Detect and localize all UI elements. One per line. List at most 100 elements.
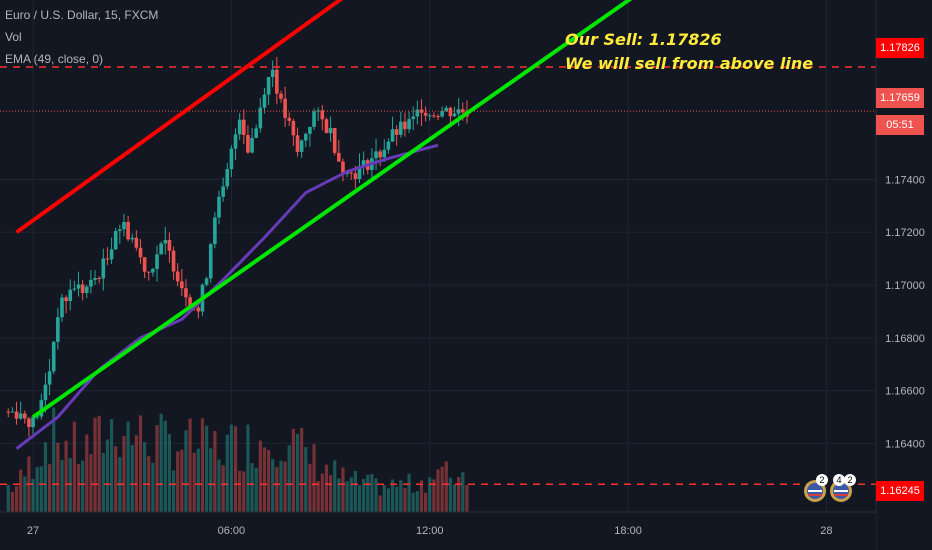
candle-body-3 [18,413,23,419]
legend-symbol[interactable]: Euro / U.S. Dollar, 15, FXCM [5,8,159,22]
y-tick-label-1: 1.16600 [885,386,925,398]
event-flag-icon-1[interactable]: 2 [804,474,828,502]
volume-bar-25 [109,419,114,512]
sell-price-label: 1.17826 [876,38,924,58]
volume-bar-70 [295,433,300,512]
volume-bar-97 [407,473,411,512]
candle-body-44 [188,297,192,306]
countdown-label: 05:51 [876,115,924,135]
volume-bar-24 [105,439,110,512]
volume-bar-79 [333,460,337,512]
candle-body-28 [122,221,126,230]
candle-body-74 [312,111,316,127]
volume-bar-83 [349,477,353,512]
volume-bar-87 [366,474,370,512]
event-count-1: 2 [819,475,824,485]
volume-bar-58 [246,424,250,512]
candle-body-53 [225,169,230,187]
price-axis-panel [876,0,932,550]
event-flag-icon-2[interactable]: 4 2 [830,474,856,502]
candle-body-84 [353,173,358,179]
volume-bar-68 [287,445,291,512]
event-count-2: 4 [836,475,841,485]
volume-bar-74 [312,444,316,512]
candle-body-70 [295,135,300,152]
legend-ema[interactable]: EMA (49, close, 0) [5,52,104,66]
candle-body-60 [254,128,258,138]
volume-bar-102 [428,477,432,512]
volume-bar-48 [205,425,209,512]
candle-body-17 [76,284,81,289]
volume-bar-33 [143,442,147,512]
volume-bar-20 [89,454,93,512]
candle-body-109 [456,109,461,114]
candle-body-10 [47,371,52,385]
candle-body-108 [452,113,457,117]
y-tick-label-3: 1.17000 [885,280,925,292]
volume-bar-52 [221,465,225,512]
volume-bar-40 [171,470,176,512]
candle-body-71 [299,140,304,152]
candle-body-93 [390,129,395,142]
candle-body-18 [80,284,85,293]
volume-bar-96 [403,488,407,512]
sell-annotation: Our Sell: 1.17826 We will sell from abov… [565,28,813,76]
volume-bar-43 [184,430,188,512]
current-price-label: 1.17659 [876,88,924,108]
volume-bar-60 [254,467,258,512]
volume-bar-109 [457,477,461,512]
candle-body-77 [324,119,329,134]
candle-body-97 [407,119,411,130]
volume-bar-100 [419,480,424,512]
candle-body-91 [382,149,387,158]
volume-bar-28 [122,435,126,512]
trendline-channel_top [15,0,344,234]
legend-vol[interactable]: Vol [5,30,22,44]
ema-line [15,143,439,450]
candle-body-48 [204,278,209,285]
candle-body-43 [184,288,188,298]
volume-bar-101 [424,492,428,512]
candle-body-7 [35,416,39,418]
candle-body-41 [175,271,180,282]
volume-bar-82 [345,481,349,512]
volume-bar-64 [271,459,275,512]
volume-bar-103 [432,479,436,512]
volume-bar-77 [324,464,329,512]
y-tick-label-0: 1.16400 [885,438,925,450]
candle-body-36 [155,254,159,269]
y-tick-label-2: 1.16800 [885,333,925,345]
volume-bar-17 [76,463,81,512]
volume-bar-12 [56,442,60,512]
candle-body-15 [68,289,73,302]
volume-bar-88 [370,473,374,512]
candle-body-54 [229,148,234,170]
candle-body-79 [332,128,337,153]
economic-events[interactable]: 2 4 2 [803,472,857,506]
volume-bar-4 [23,476,27,512]
candle-body-61 [258,107,263,129]
volume-bar-38 [163,420,167,512]
volume-bar-21 [93,417,97,512]
candle-body-73 [308,126,312,134]
candle-body-78 [328,128,333,134]
volume-bar-61 [258,440,262,512]
volume-bar-65 [275,467,279,512]
candle-body-102 [427,115,432,117]
candle-body-81 [341,161,345,174]
volume-bar-45 [192,452,196,512]
candle-body-46 [196,307,201,312]
volume-bar-23 [101,452,105,512]
volume-bar-105 [440,466,444,512]
candle-body-21 [93,278,97,280]
volume-bar-26 [114,446,118,512]
candle-body-31 [134,237,139,248]
volume-bar-11 [52,407,56,512]
candle-body-90 [378,151,382,158]
candle-body-25 [109,249,114,260]
candle-body-38 [163,240,168,244]
volume-bar-84 [353,470,357,512]
candle-body-69 [291,120,296,136]
